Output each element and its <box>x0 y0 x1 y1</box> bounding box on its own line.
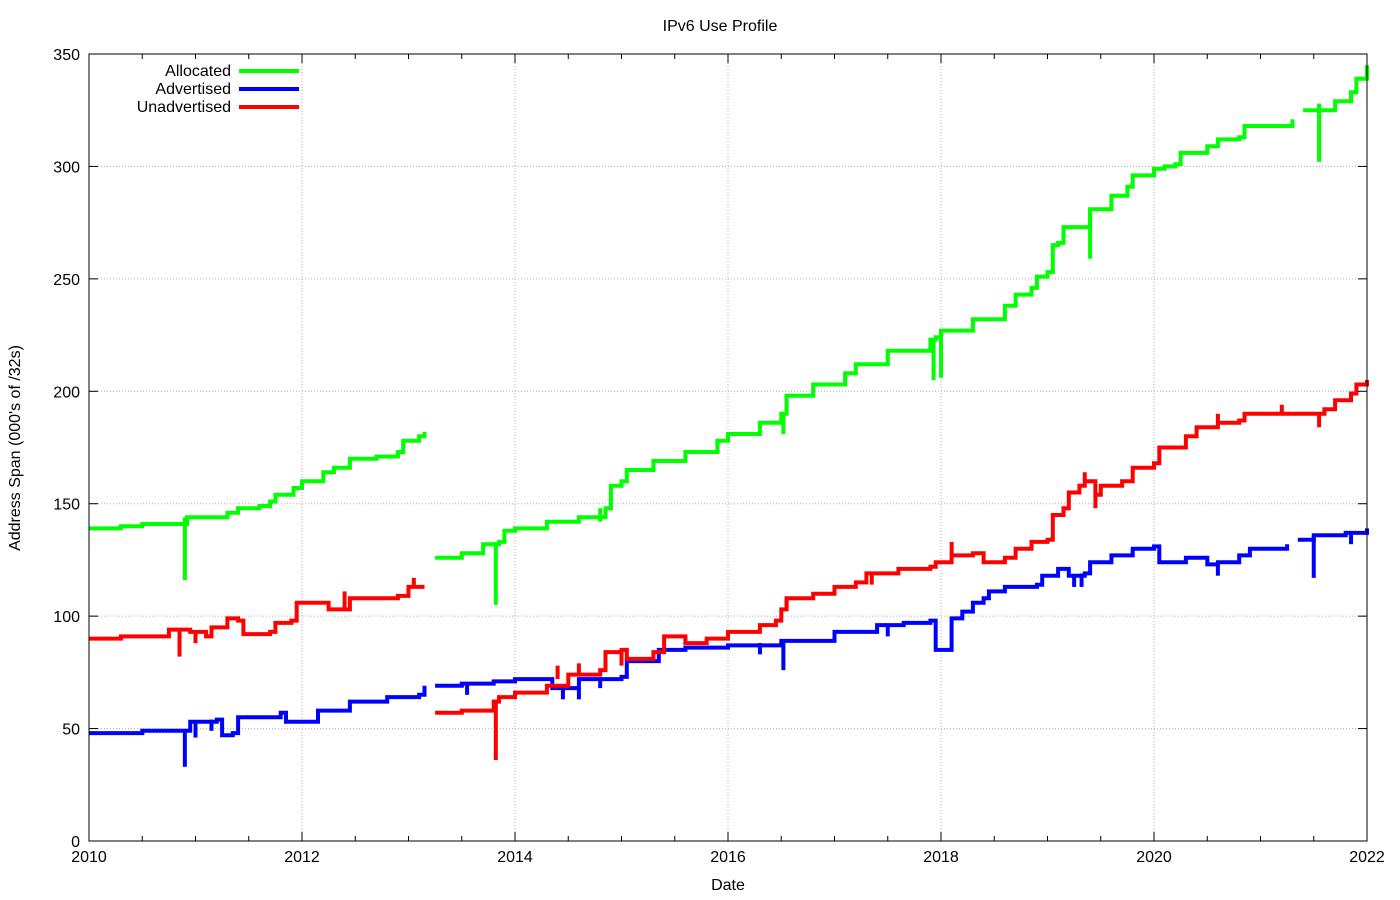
legend-label: Advertised <box>155 81 231 98</box>
series-line-unadvertised <box>89 584 425 641</box>
x-tick-label: 2018 <box>923 849 959 866</box>
y-tick-label: 150 <box>53 497 80 514</box>
series-line-unadvertised <box>435 380 1369 715</box>
y-tick-label: 350 <box>53 47 80 64</box>
series-line-advertised <box>1297 528 1369 542</box>
series-line-advertised <box>435 544 1290 691</box>
legend-label: Unadvertised <box>137 99 231 116</box>
x-tick-label: 2022 <box>1349 849 1385 866</box>
y-tick-label: 100 <box>53 609 80 626</box>
y-tick-label: 0 <box>71 834 80 851</box>
y-axis-label: Address Span (000's of /32s) <box>7 345 24 551</box>
grid <box>89 54 1367 841</box>
legend-label: Allocated <box>165 63 231 80</box>
x-tick-label: 2012 <box>284 849 320 866</box>
series-line-allocated <box>1303 65 1369 113</box>
series-line-advertised <box>89 685 427 738</box>
x-tick-label: 2010 <box>71 849 107 866</box>
x-tick-labels: 2010 2012 2014 2016 2018 2020 2022 <box>71 849 1385 866</box>
x-tick-label: 2014 <box>497 849 533 866</box>
y-tick-label: 300 <box>53 159 80 176</box>
x-axis-label: Date <box>711 877 745 894</box>
series-line-allocated <box>435 119 1295 560</box>
y-tick-label: 200 <box>53 384 80 401</box>
series-line-allocated <box>89 431 427 531</box>
series-allocated <box>89 65 1369 605</box>
series-unadvertised <box>89 380 1369 761</box>
y-tick-labels: 0 50 100 150 200 250 300 350 <box>53 47 80 851</box>
series-lines <box>89 65 1369 767</box>
chart-title: IPv6 Use Profile <box>663 18 778 35</box>
x-tick-label: 2016 <box>710 849 746 866</box>
series-advertised <box>89 528 1369 767</box>
y-tick-label: 250 <box>53 272 80 289</box>
y-tick-label: 50 <box>62 722 80 739</box>
axis-ticks <box>88 53 1368 842</box>
x-tick-label: 2020 <box>1136 849 1172 866</box>
